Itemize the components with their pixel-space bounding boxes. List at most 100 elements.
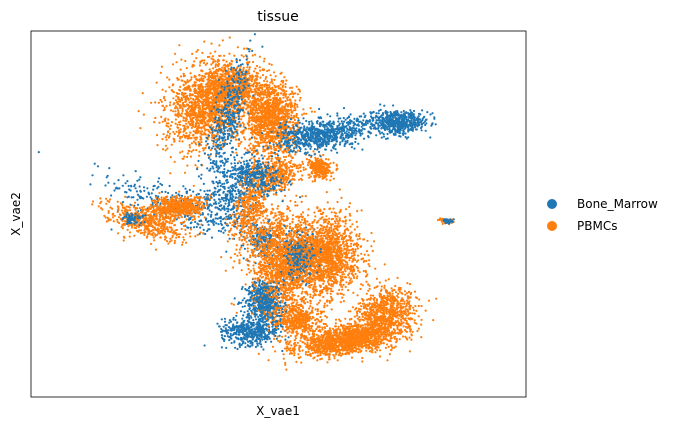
- data-point: [128, 188, 131, 191]
- data-point: [229, 154, 232, 157]
- data-point: [185, 114, 188, 117]
- data-point: [230, 106, 233, 109]
- data-point: [199, 121, 203, 124]
- data-point: [141, 92, 144, 95]
- data-point: [231, 70, 234, 73]
- data-point: [106, 174, 109, 177]
- data-point: [274, 113, 277, 116]
- data-point: [251, 109, 254, 112]
- data-point: [201, 51, 204, 55]
- data-point: [176, 102, 179, 106]
- data-point: [264, 137, 267, 140]
- data-point: [196, 131, 200, 134]
- data-point: [222, 199, 225, 202]
- data-point: [273, 78, 276, 81]
- data-point: [238, 160, 241, 163]
- data-point: [270, 90, 273, 94]
- data-point: [224, 194, 228, 198]
- data-point: [195, 143, 198, 146]
- data-point: [241, 285, 244, 289]
- data-point: [261, 68, 264, 71]
- data-point: [297, 88, 300, 91]
- data-point: [211, 55, 214, 58]
- data-point: [284, 134, 287, 137]
- data-point: [244, 138, 247, 141]
- data-point: [313, 110, 316, 113]
- data-point: [214, 65, 217, 69]
- data-point: [117, 179, 120, 182]
- data-point: [227, 186, 230, 189]
- data-point: [285, 90, 288, 93]
- data-point: [202, 91, 205, 94]
- data-point: [153, 121, 156, 124]
- data-point: [176, 134, 180, 137]
- data-point: [228, 237, 231, 240]
- data-point: [204, 103, 208, 106]
- data-point: [262, 147, 265, 151]
- data-point: [143, 189, 146, 192]
- data-point: [127, 195, 130, 198]
- data-point: [169, 156, 172, 159]
- data-point: [264, 340, 267, 344]
- data-point: [152, 188, 155, 191]
- data-point: [266, 80, 269, 83]
- data-point: [243, 111, 246, 114]
- data-point: [255, 153, 259, 156]
- data-point: [113, 182, 116, 185]
- data-point: [178, 140, 181, 143]
- data-point: [209, 131, 212, 134]
- data-point: [121, 201, 125, 204]
- data-point: [186, 110, 189, 113]
- data-point: [283, 158, 287, 161]
- data-point: [285, 102, 288, 105]
- data-point: [192, 184, 195, 187]
- data-point: [241, 182, 244, 185]
- data-point: [201, 86, 205, 89]
- data-point: [281, 349, 284, 353]
- data-point: [297, 117, 300, 120]
- data-point: [252, 234, 255, 238]
- data-point: [150, 197, 153, 201]
- data-point: [175, 130, 178, 133]
- data-point: [224, 229, 227, 232]
- data-point: [142, 197, 145, 200]
- data-point: [264, 77, 267, 80]
- data-point: [215, 222, 218, 225]
- data-point: [194, 94, 197, 98]
- data-point: [255, 116, 259, 120]
- data-point: [249, 127, 252, 130]
- data-point: [121, 184, 124, 187]
- data-point: [234, 186, 237, 189]
- data-point: [250, 102, 253, 105]
- data-point: [284, 94, 287, 97]
- data-point: [195, 149, 198, 152]
- data-point: [251, 243, 254, 246]
- data-point: [283, 76, 286, 79]
- data-point: [272, 131, 275, 134]
- data-point: [207, 77, 210, 80]
- data-point: [209, 215, 212, 218]
- data-point: [269, 98, 272, 101]
- data-point: [258, 132, 261, 135]
- data-point: [267, 89, 270, 93]
- data-point: [273, 120, 276, 123]
- data-point: [233, 199, 236, 202]
- data-point: [166, 134, 169, 137]
- data-point: [220, 204, 223, 207]
- data-point: [250, 316, 253, 319]
- data-point: [202, 116, 205, 119]
- data-point: [190, 142, 193, 145]
- data-point: [238, 345, 241, 349]
- data-point: [241, 299, 244, 302]
- data-point: [172, 130, 175, 134]
- data-point: [137, 110, 140, 113]
- data-point: [189, 226, 192, 229]
- data-point: [187, 149, 190, 152]
- data-point: [211, 98, 214, 101]
- data-point: [195, 116, 198, 119]
- data-point: [258, 66, 261, 69]
- data-point: [250, 149, 253, 152]
- data-point: [218, 99, 221, 103]
- data-point: [269, 74, 272, 77]
- data-point: [165, 105, 168, 108]
